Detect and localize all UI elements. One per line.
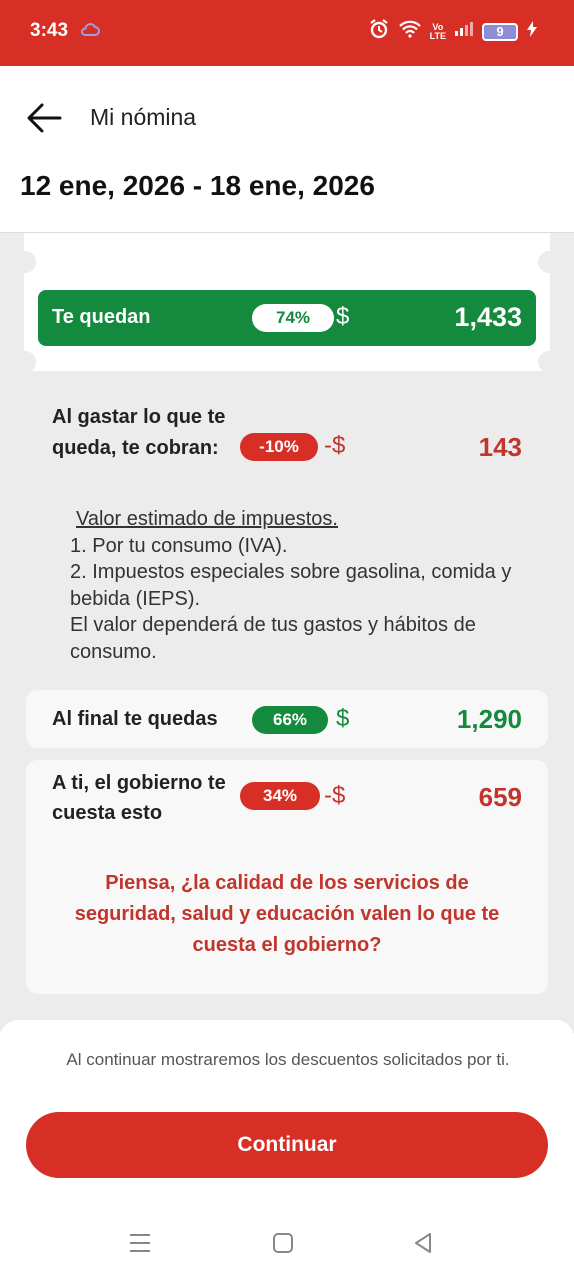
pay-period: 12 ene, 2026 - 18 ene, 2026 <box>20 170 375 201</box>
battery-icon: 9 <box>482 22 518 41</box>
government-cost-amount: 659 <box>478 782 522 812</box>
back-arrow-icon[interactable] <box>24 100 64 136</box>
final-remaining-card: Al final te quedas 66% $ 1,290 <box>26 690 548 748</box>
volte-indicator: Vo LTE <box>429 21 446 41</box>
remaining-row: Te quedan 74% $ 1,433 <box>38 290 536 346</box>
tax-explanation-line: El valor dependerá de tus gastos y hábit… <box>70 614 476 663</box>
home-icon[interactable] <box>272 1232 294 1259</box>
wifi-icon <box>398 20 422 43</box>
volte-bottom-text: LTE <box>429 30 446 41</box>
remaining-amount: 1,433 <box>454 302 522 332</box>
signal-icon <box>454 21 474 42</box>
remaining-currency: $ <box>336 303 350 330</box>
final-remaining-currency: $ <box>336 705 350 732</box>
final-remaining-label: Al final te quedas <box>52 708 218 730</box>
government-cost-message: Piensa, ¿la calidad de los servicios de … <box>74 872 500 956</box>
remaining-label: Te quedan <box>52 306 151 328</box>
tax-explanation-heading[interactable]: Valor estimado de impuestos. <box>76 508 338 530</box>
remaining-percent-badge: 74% <box>252 304 334 332</box>
government-cost-label: A ti, el gobierno te cuesta esto <box>52 772 226 824</box>
status-time: 3:43 <box>30 20 69 41</box>
status-bar: 3:43 Vo LTE 9 <box>0 0 574 66</box>
tax-explanation-line: 2. Impuestos especiales sobre gasolina, … <box>70 561 512 610</box>
final-remaining-amount: 1,290 <box>456 704 522 734</box>
back-nav-icon[interactable] <box>412 1232 434 1259</box>
spending-tax-amount: 143 <box>478 432 522 462</box>
system-nav-bar <box>0 1218 574 1268</box>
alarm-icon <box>368 18 390 45</box>
continue-button[interactable]: Continuar <box>26 1112 548 1178</box>
tax-explanation-line: 1. Por tu consumo (IVA). <box>70 534 288 557</box>
volte-top-text: Vo <box>432 21 444 32</box>
charging-icon <box>526 20 538 43</box>
final-remaining-percent-badge: 66% <box>252 706 328 734</box>
government-cost-percent-badge: 34% <box>240 782 320 810</box>
cloud-icon <box>80 22 100 41</box>
government-cost-card: A ti, el gobierno te cuesta esto 34% -$ … <box>26 760 548 994</box>
spending-tax-percent-badge: -10% <box>240 433 318 461</box>
continue-note: Al continuar mostraremos los descuentos … <box>66 1050 510 1069</box>
spending-tax-label: Al gastar lo que te queda, te cobran: <box>52 406 226 459</box>
government-cost-currency: -$ <box>324 782 346 809</box>
spending-tax-currency: -$ <box>324 432 346 459</box>
bottom-sheet: Al continuar mostraremos los descuentos … <box>0 1020 574 1280</box>
page-title: Mi nómina <box>90 104 197 130</box>
tax-explanation: Valor estimado de impuestos. 1. Por tu c… <box>70 506 530 665</box>
recent-apps-icon[interactable] <box>128 1232 152 1259</box>
